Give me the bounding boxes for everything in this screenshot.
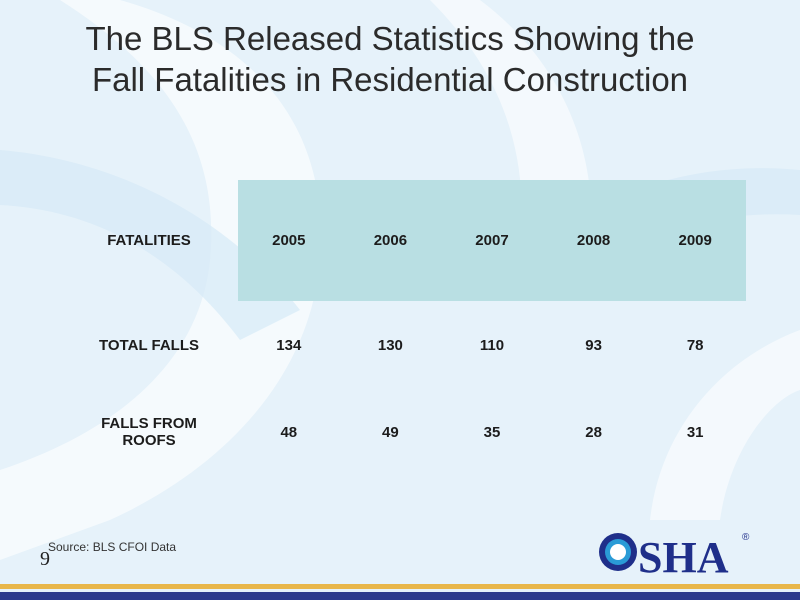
header-cell-year: 2008 <box>576 232 611 249</box>
header-cell-label: FATALITIES <box>107 232 191 249</box>
table-cell: 93 <box>585 336 602 354</box>
table-cell: 35 <box>483 423 501 441</box>
title-line-2: Fall Fatalities in Residential Construct… <box>91 61 689 98</box>
header-cell-year: 2006 <box>373 232 408 249</box>
table-cell: 28 <box>585 423 602 441</box>
table-cell: 48 <box>280 423 298 441</box>
footer-bars <box>0 584 800 600</box>
table-cell: 31 <box>686 423 704 441</box>
table-cell: 49 <box>382 423 399 441</box>
header-shading <box>238 180 746 301</box>
header-cell-year: 2007 <box>475 232 509 249</box>
osha-logo: SHA ® <box>599 532 750 579</box>
table-cell: 130 <box>377 336 403 354</box>
header-cell-year: 2009 <box>678 232 712 249</box>
row-label: TOTAL FALLS <box>99 336 199 354</box>
logo-wordmark: SHA <box>638 533 729 579</box>
table-header-row: FATALITIES 2005 2006 2007 2008 2009 <box>60 180 746 301</box>
header-cell-year: 2005 <box>272 232 306 249</box>
table-cell: 110 <box>479 336 505 354</box>
page-number: 9 <box>40 548 50 570</box>
row-label: FALLS FROM ROOFS <box>101 415 197 449</box>
table-cell: 78 <box>686 336 704 354</box>
table-cell: 134 <box>276 336 302 354</box>
table-row: TOTAL FALLS 134 130 110 93 78 <box>60 325 746 365</box>
source-note: Source: BLS CFOI Data <box>48 540 177 554</box>
table-row: FALLS FROM ROOFS 48 49 35 28 31 <box>60 410 746 454</box>
title-line-1: The BLS Released Statistics Showing the <box>85 20 695 57</box>
registered-mark: ® <box>742 532 750 543</box>
slide-title: The BLS Released Statistics Showing the … <box>20 18 760 100</box>
